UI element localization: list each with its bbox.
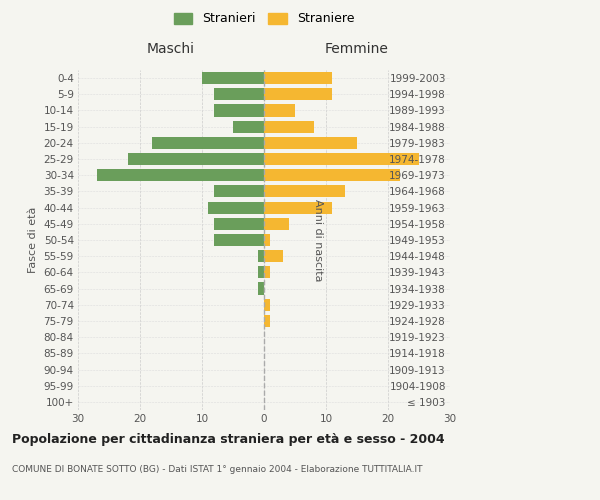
Bar — [264, 315, 270, 327]
Bar — [258, 266, 264, 278]
Bar — [264, 186, 344, 198]
Text: Femmine: Femmine — [325, 42, 389, 56]
Text: Popolazione per cittadinanza straniera per età e sesso - 2004: Popolazione per cittadinanza straniera p… — [12, 432, 445, 446]
Bar — [264, 218, 289, 230]
Bar — [264, 104, 295, 117]
Bar — [264, 120, 314, 132]
Bar — [264, 137, 357, 149]
Bar — [264, 250, 283, 262]
Bar — [264, 234, 270, 246]
Legend: Stranieri, Straniere: Stranieri, Straniere — [170, 8, 358, 29]
Bar — [264, 153, 419, 165]
Bar — [214, 88, 264, 101]
Bar — [208, 202, 264, 213]
Bar — [128, 153, 264, 165]
Bar — [214, 218, 264, 230]
Y-axis label: Anni di nascita: Anni di nascita — [313, 198, 323, 281]
Bar — [214, 186, 264, 198]
Bar — [233, 120, 264, 132]
Text: Maschi: Maschi — [147, 42, 195, 56]
Bar — [264, 88, 332, 101]
Bar — [264, 72, 332, 84]
Bar — [97, 169, 264, 181]
Bar — [264, 202, 332, 213]
Bar — [264, 298, 270, 311]
Bar — [152, 137, 264, 149]
Bar — [214, 234, 264, 246]
Bar — [258, 250, 264, 262]
Text: COMUNE DI BONATE SOTTO (BG) - Dati ISTAT 1° gennaio 2004 - Elaborazione TUTTITAL: COMUNE DI BONATE SOTTO (BG) - Dati ISTAT… — [12, 466, 422, 474]
Y-axis label: Fasce di età: Fasce di età — [28, 207, 38, 273]
Bar — [202, 72, 264, 84]
Bar — [264, 169, 400, 181]
Bar — [214, 104, 264, 117]
Bar — [264, 266, 270, 278]
Bar — [258, 282, 264, 294]
